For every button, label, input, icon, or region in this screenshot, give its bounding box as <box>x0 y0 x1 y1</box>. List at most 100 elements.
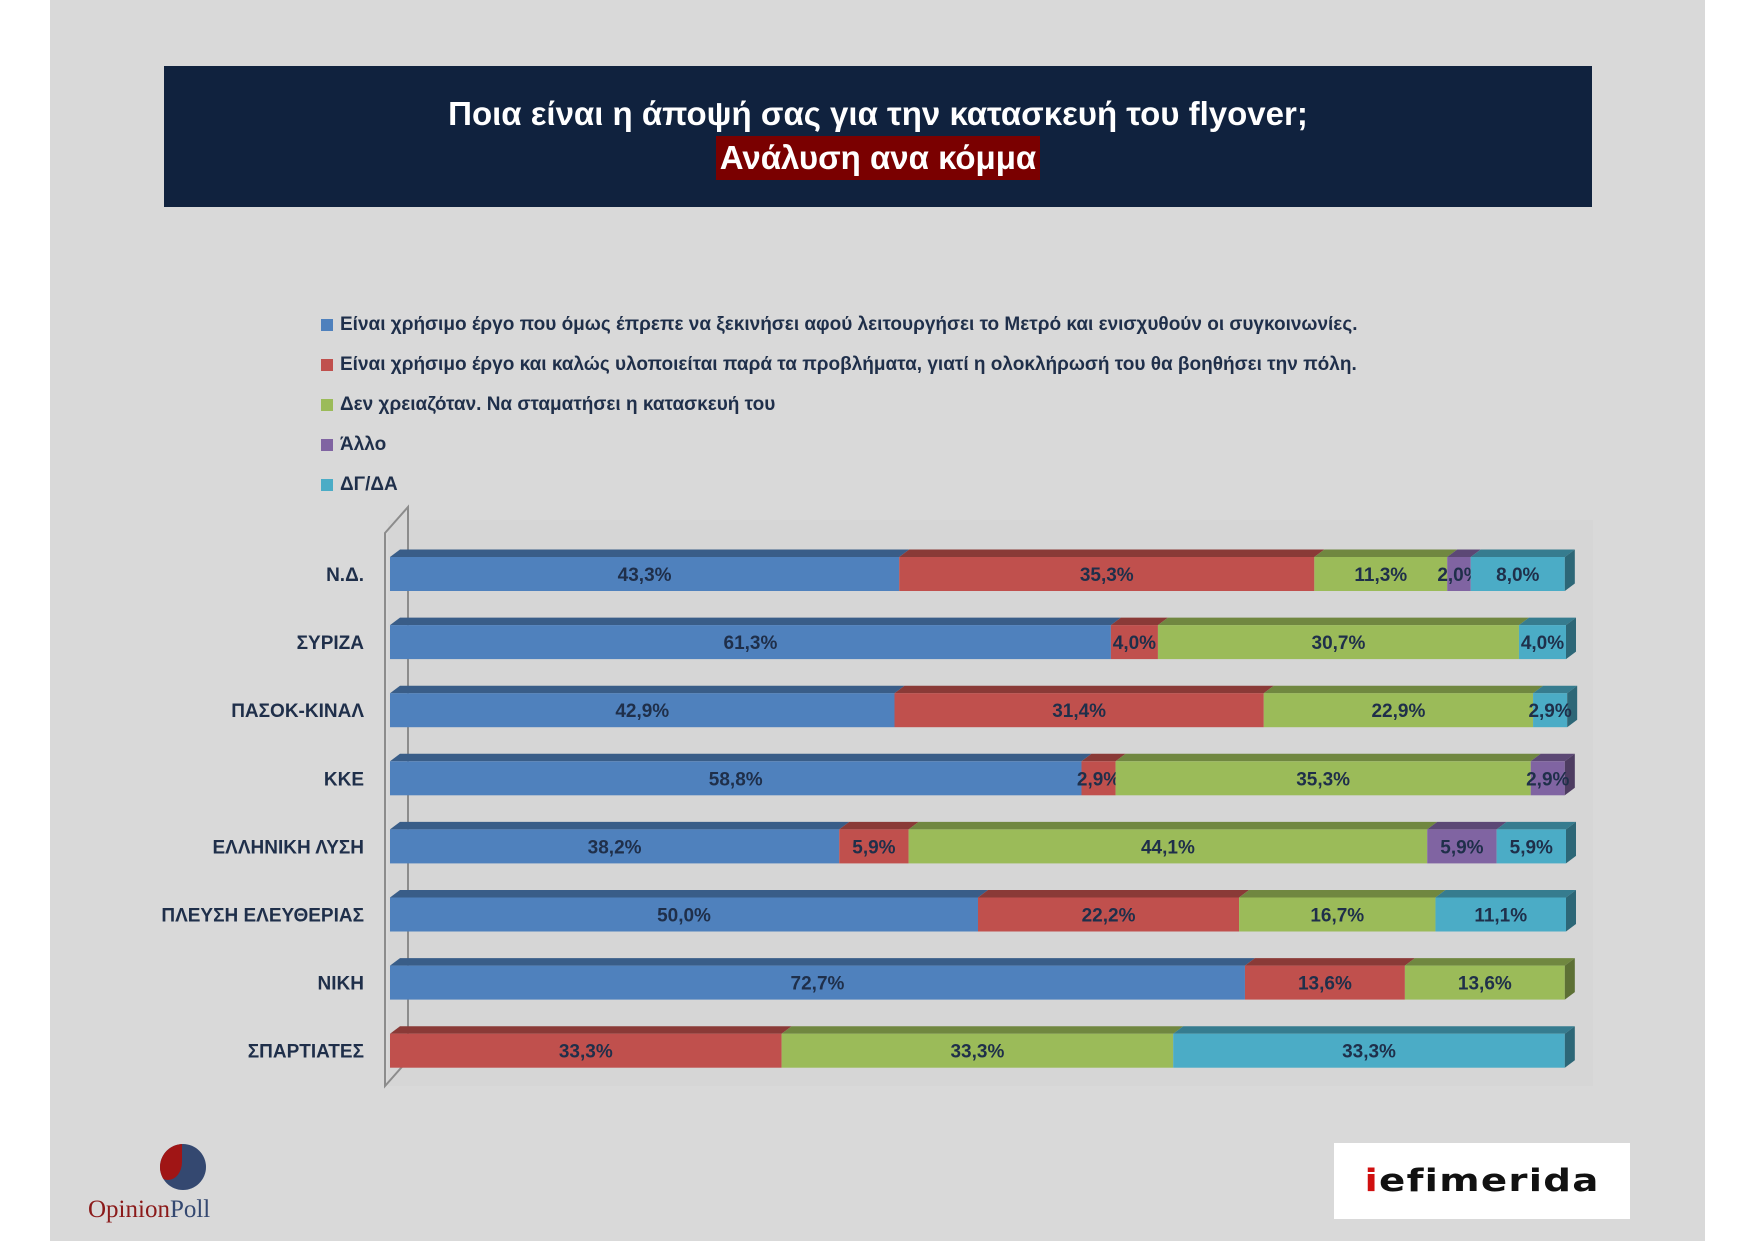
legend-swatch <box>321 399 333 411</box>
category-label: ΠΛΕΥΣΗ ΕΛΕΥΘΕΡΙΑΣ <box>161 906 364 927</box>
data-label: 43,3% <box>618 565 672 586</box>
data-label: 30,7% <box>1312 633 1366 654</box>
bar-top-face <box>1404 958 1575 966</box>
data-label: 11,3% <box>1354 565 1407 586</box>
data-label: 31,4% <box>1052 701 1106 722</box>
bar-top-face <box>1244 958 1415 966</box>
bar-segment <box>1427 829 1497 864</box>
bar-top-face <box>1518 617 1576 626</box>
iefimerida-logo: iefimerida <box>1334 1143 1630 1219</box>
data-label: 35,3% <box>1296 769 1350 790</box>
bar-segment <box>1496 829 1566 864</box>
data-label: 33,3% <box>1342 1042 1396 1063</box>
data-label: 50,0% <box>657 906 711 927</box>
bar-side-face <box>1567 685 1578 728</box>
bar-top-face <box>390 890 988 898</box>
bar-segment <box>899 557 1315 591</box>
bar-top-face <box>839 821 919 830</box>
data-label: 33,3% <box>950 1042 1004 1063</box>
bar-segment <box>1404 965 1565 1000</box>
bar-segment <box>1244 965 1405 1000</box>
bar-segment <box>1263 693 1534 728</box>
legend-label: Δεν χρειαζόταν. Να σταματήσει η κατασκευ… <box>340 394 776 415</box>
data-label: 16,7% <box>1310 906 1364 927</box>
legend-swatch <box>321 359 333 371</box>
chart-title: Ποια είναι η άποψή σας για την κατασκευή… <box>448 95 1308 132</box>
bar-segment <box>1447 557 1471 591</box>
bar-top-face <box>390 549 910 557</box>
bar-top-face <box>1447 549 1481 557</box>
opinionpoll-logo: OpinionPoll <box>78 1140 238 1235</box>
data-label: 2,0% <box>1437 565 1480 586</box>
bar-side-face <box>1566 617 1576 660</box>
bar-top-face <box>390 1026 792 1034</box>
bar-segment <box>390 761 1082 796</box>
bar-top-face <box>899 549 1325 557</box>
bar-top-face <box>1173 1026 1575 1034</box>
data-label: 35,3% <box>1080 565 1134 586</box>
data-label: 13,6% <box>1458 974 1512 995</box>
bar-segment <box>390 829 840 864</box>
legend-swatch <box>321 439 333 451</box>
bar-top-face <box>1530 753 1575 762</box>
bar-top-face <box>1533 685 1578 694</box>
data-label: 4,0% <box>1113 633 1156 654</box>
legend-item: Άλλο <box>321 425 1621 465</box>
bar-top-face <box>1110 617 1168 626</box>
bar-segment <box>1081 761 1116 796</box>
data-label: 33,3% <box>559 1042 613 1063</box>
bar-segment <box>894 693 1264 728</box>
bar-segment <box>1314 557 1448 591</box>
bar-segment <box>390 693 895 728</box>
data-label: 5,9% <box>1510 837 1553 858</box>
data-label: 8,0% <box>1496 565 1539 586</box>
legend-item: Είναι χρήσιμο έργο και καλώς υλοποιείται… <box>321 345 1621 385</box>
data-label: 11,1% <box>1474 906 1527 927</box>
bar-segment <box>839 829 909 864</box>
bar-segment <box>1435 897 1566 932</box>
bar-top-face <box>1157 617 1529 626</box>
bar-top-face <box>390 821 850 830</box>
bar-top-face <box>1239 890 1446 898</box>
bar-top-face <box>894 685 1274 694</box>
category-label: ΕΛΛΗΝΙΚΗ ΛΥΣΗ <box>213 837 365 858</box>
data-label: 22,2% <box>1082 906 1136 927</box>
bar-top-face <box>908 821 1438 830</box>
bar-side-face <box>1564 958 1575 1000</box>
bar-top-face <box>1470 549 1575 557</box>
data-label: 2,9% <box>1077 769 1120 790</box>
data-label: 13,6% <box>1298 974 1352 995</box>
bar-side-face <box>1564 753 1575 796</box>
data-label: 2,9% <box>1528 701 1571 722</box>
category-label: ΣΠΑΡΤΙΑΤΕΣ <box>248 1042 364 1063</box>
chart-subtitle: Ανάλυση ανα κόμμα <box>715 136 1041 180</box>
bar-side-face <box>1564 1026 1575 1068</box>
data-label: 61,3% <box>724 633 778 654</box>
bar-top-face <box>390 617 1121 626</box>
bar-top-face <box>1081 753 1126 762</box>
data-label: 5,9% <box>852 837 895 858</box>
category-label: Ν.Δ. <box>326 565 364 586</box>
data-label: 38,2% <box>588 837 642 858</box>
bar-top-face <box>978 890 1250 898</box>
data-label: 22,9% <box>1371 701 1425 722</box>
bar-top-face <box>1496 821 1576 830</box>
bar-segment <box>908 829 1428 864</box>
legend-label: Άλλο <box>340 434 387 455</box>
category-label: ΣΥΡΙΖΑ <box>297 633 365 654</box>
bar-segment <box>1530 761 1565 796</box>
bar-top-face <box>1314 549 1458 557</box>
legend-item: ΔΓ/ΔΑ <box>321 465 1621 505</box>
legend-item: Δεν χρειαζόταν. Να σταματήσει η κατασκευ… <box>321 385 1621 425</box>
bar-segment <box>390 625 1111 660</box>
bar-top-face <box>1263 685 1544 694</box>
bar-top-face <box>1435 890 1576 898</box>
bar-top-face <box>390 685 905 694</box>
category-label: ΚΚΕ <box>324 769 364 790</box>
bar-segment <box>1533 693 1568 728</box>
bar-top-face <box>390 753 1092 762</box>
legend-swatch <box>321 319 333 331</box>
plot-area <box>388 520 1593 1086</box>
category-label: ΠΑΣΟΚ-ΚΙΝΑΛ <box>231 701 364 722</box>
